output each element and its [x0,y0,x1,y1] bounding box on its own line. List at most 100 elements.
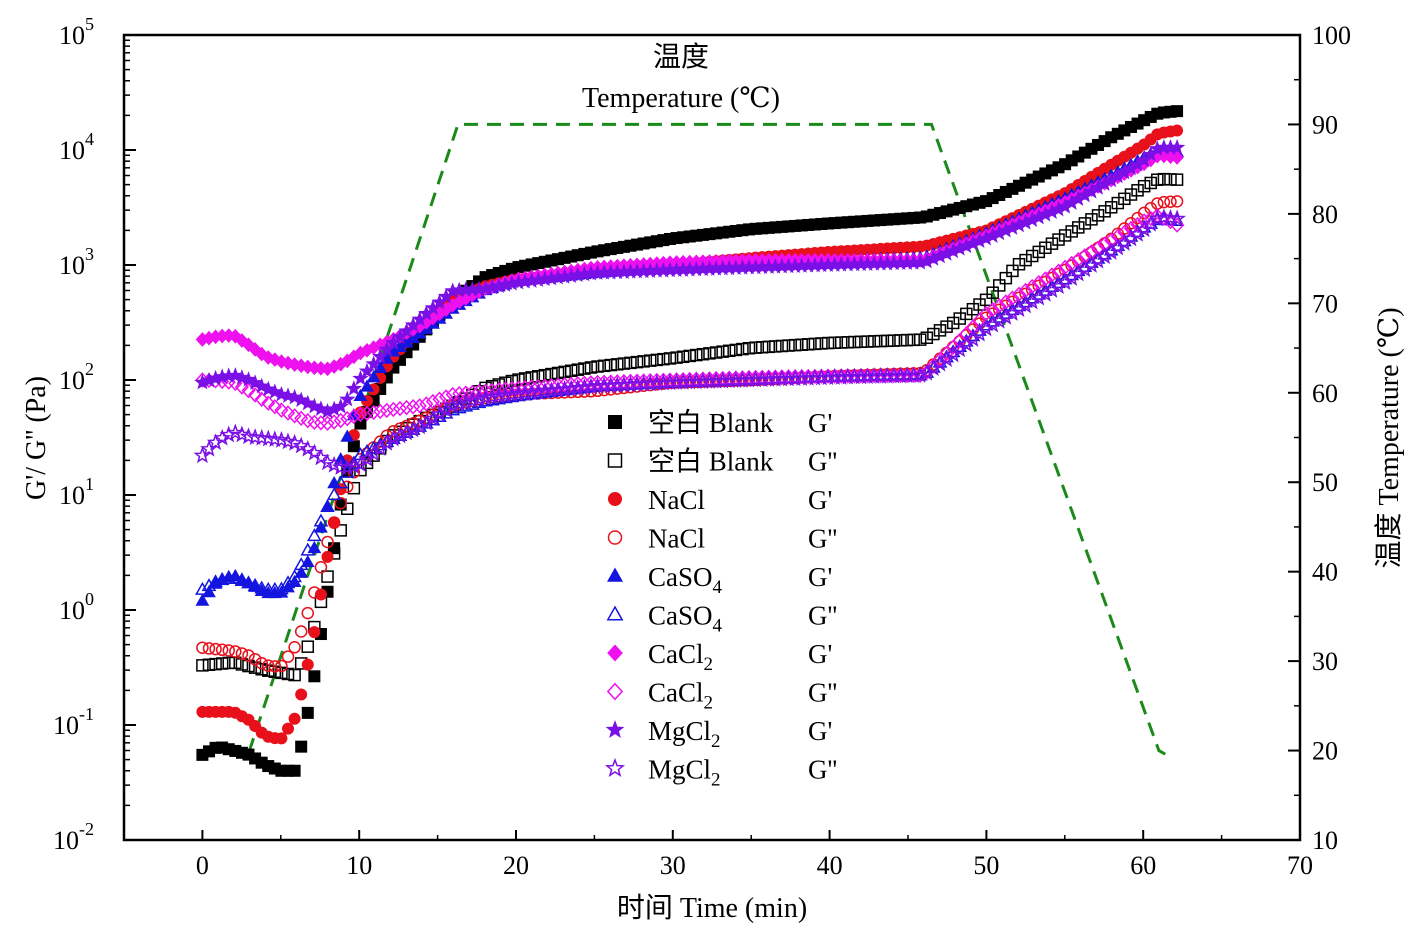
data-point [333,412,348,429]
data-point [209,642,222,656]
data-point [1118,192,1131,206]
data-point [1010,300,1028,318]
legend-label: MgCl2 [648,716,721,752]
data-point [443,396,462,414]
data-point [483,387,502,405]
data-point [769,340,782,353]
y-right-tick-label: 30 [1312,647,1338,676]
x-axis-ticks: 0 10 20 30 40 50 60 70 [123,830,1313,880]
data-point [821,336,835,350]
data-point [569,378,587,396]
data-point [235,333,249,348]
data-point [248,652,262,666]
data-point [366,404,381,421]
legend-modulus: G'' [808,524,837,554]
y-left-tick-label: 105 [59,14,94,50]
legend-label: NaCl [648,524,705,554]
data-point [1117,224,1132,241]
data-point [372,348,389,364]
y-left-tick-exponent: 5 [85,14,94,34]
legend-label-subscript: 2 [711,770,721,791]
x-tick-label: 20 [503,851,529,880]
data-point [1012,257,1026,271]
data-point [338,458,357,476]
data-point [334,524,347,537]
data-point [522,383,541,401]
data-point [1098,205,1111,218]
data-point [293,557,309,571]
data-point [924,359,943,377]
data-point [937,350,956,367]
data-point [241,575,256,589]
y-left-tick-label: 102 [59,359,94,395]
data-point [755,369,770,386]
data-point [525,371,538,384]
data-point [657,352,670,366]
data-point [549,380,567,398]
data-point [1036,284,1055,302]
data-point [788,369,803,385]
data-point [702,371,717,387]
data-point [247,577,263,591]
data-point [206,433,225,451]
data-point [320,415,335,432]
data-point [970,324,989,342]
legend-modulus: G'' [808,447,837,477]
legend-modulus: G' [808,716,832,746]
data-point [360,456,374,470]
data-point [253,377,270,394]
data-point [195,593,210,606]
data-point [379,402,394,419]
data-point [516,384,534,401]
data-point [1123,220,1139,237]
data-point [321,550,334,563]
data-point [386,401,401,418]
data-point [288,641,301,654]
legend-marker [604,757,626,778]
data-point [287,408,302,424]
data-point [195,581,210,595]
data-point [676,350,690,364]
data-point [364,444,383,462]
data-point [518,379,533,396]
data-point [326,487,342,501]
legend-label-subscript: 2 [711,731,721,752]
data-point [320,498,335,512]
data-point [544,377,559,394]
data-point [275,732,288,745]
legend-modulus: G'' [808,601,837,631]
data-point [841,336,855,349]
data-point [597,359,611,373]
data-point [1122,229,1140,247]
data-point [931,354,949,372]
data-point [729,343,743,357]
data-point [246,374,264,390]
data-point [425,393,440,410]
data-point [531,378,546,395]
data-point [670,351,683,364]
data-point [1025,249,1039,263]
data-point [801,368,816,385]
data-point [275,666,288,680]
data-point [575,378,594,395]
data-point [1170,150,1184,165]
data-point [1131,184,1144,197]
data-point [1095,247,1114,265]
data-point [308,586,321,599]
data-point [881,334,894,348]
data-point [424,409,442,427]
data-point [1157,172,1171,186]
data-point [327,516,341,529]
data-point [894,334,907,347]
data-point [940,320,953,333]
data-point [340,410,355,427]
y-right-tick-label: 80 [1312,200,1338,229]
data-point [332,398,349,414]
data-point [275,659,288,673]
data-point [536,382,554,399]
data-point [1108,238,1127,256]
y-left-tick-label: 10-1 [53,704,94,740]
data-point [933,324,947,337]
data-point [736,342,749,356]
data-point [953,312,966,325]
